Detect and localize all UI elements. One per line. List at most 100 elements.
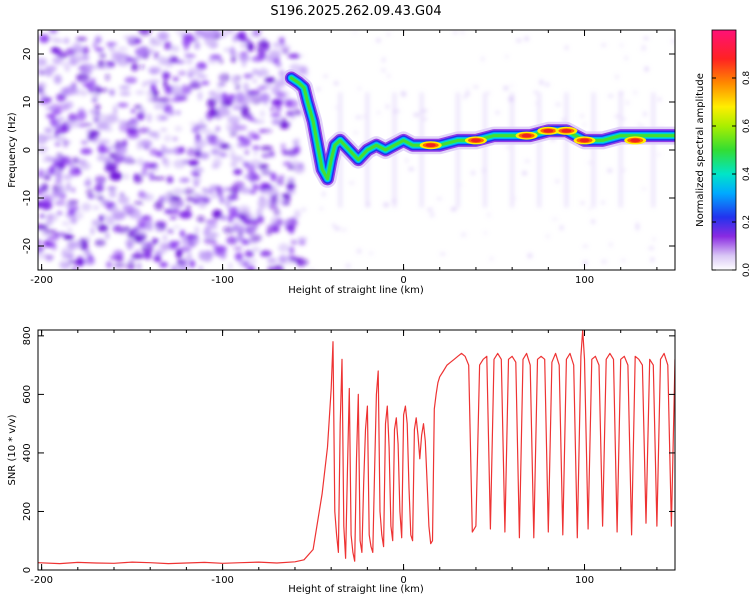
noise-blob: [601, 43, 606, 47]
snr-axes: -200 -100 0 100 0 200 400 600 800: [22, 326, 675, 586]
noise-blob: [91, 134, 100, 140]
colorbar-tick-label: 0.6: [742, 119, 750, 134]
noise-blob: [119, 192, 125, 197]
noise-blob: [179, 178, 186, 182]
noise-blob: [486, 91, 491, 95]
noise-blob: [91, 219, 101, 227]
noise-blob: [138, 30, 152, 36]
noise-blob: [259, 93, 270, 103]
noise-blob: [643, 37, 649, 40]
noise-blob: [110, 51, 119, 61]
noise-blob: [38, 82, 47, 89]
noise-blob: [229, 131, 237, 137]
noise-blob: [270, 112, 281, 118]
noise-blob: [239, 187, 252, 194]
noise-blob: [251, 258, 256, 264]
noise-blob: [52, 109, 62, 116]
noise-blob: [671, 39, 675, 44]
noise-blob: [80, 140, 89, 145]
noise-blob: [159, 96, 170, 103]
noise-blob: [284, 151, 297, 155]
noise-blob: [182, 188, 195, 195]
noise-blob: [408, 167, 415, 171]
noise-blob: [38, 256, 42, 260]
noise-blob: [232, 224, 240, 232]
noise-blob: [195, 149, 202, 159]
noise-blob: [172, 225, 181, 229]
noise-blob: [172, 188, 184, 195]
noise-blob: [133, 201, 144, 205]
noise-blob: [54, 128, 59, 139]
noise-blob: [256, 86, 267, 91]
noise-blob: [247, 42, 255, 52]
noise-blob: [403, 92, 406, 98]
noise-blob: [192, 178, 202, 182]
noise-blob: [483, 231, 487, 234]
noise-blob: [160, 128, 168, 132]
noise-blob: [67, 246, 73, 257]
noise-blob: [52, 242, 57, 251]
noise-blob: [495, 111, 500, 114]
noise-blob: [237, 205, 251, 215]
noise-blob: [54, 200, 66, 206]
noise-blob: [87, 254, 93, 261]
colorbar-tick-label: 0.0: [742, 263, 750, 278]
x-tick-label: 0: [400, 575, 406, 586]
noise-blob: [251, 118, 258, 123]
noise-blob: [41, 97, 53, 102]
noise-blob: [133, 233, 144, 243]
x-tick-label: 100: [575, 575, 594, 586]
colorbar-tick-label: 0.4: [742, 167, 750, 182]
noise-blob: [205, 111, 214, 122]
noise-blob: [53, 48, 63, 56]
y-tick-label: -20: [22, 238, 33, 254]
noise-blob: [104, 128, 114, 132]
noise-blob: [153, 103, 164, 110]
noise-blob: [248, 219, 258, 224]
noise-blob: [334, 226, 341, 231]
noise-blob: [516, 38, 522, 43]
noise-blob: [158, 241, 171, 252]
noise-blob: [39, 148, 46, 155]
noise-blob: [292, 148, 299, 153]
noise-blob: [137, 262, 142, 270]
noise-blob: [39, 214, 46, 219]
noise-blob: [56, 171, 62, 181]
noise-blob: [471, 171, 475, 175]
noise-blob: [65, 47, 77, 57]
noise-blob: [273, 208, 281, 216]
noise-blob: [143, 146, 150, 150]
noise-blob: [46, 257, 52, 262]
colorbar-tick-label: 0.2: [742, 215, 750, 229]
noise-blob: [256, 46, 265, 52]
noise-blob: [626, 100, 629, 105]
noise-blob: [224, 30, 235, 34]
noise-blob: [465, 91, 470, 97]
noise-blob: [276, 178, 285, 186]
noise-blob: [159, 115, 169, 121]
noise-blob: [551, 218, 558, 221]
noise-blob: [81, 46, 90, 55]
noise-blob: [212, 157, 222, 167]
noise-blob: [205, 224, 218, 229]
noise-blob: [322, 191, 326, 197]
noise-blob: [278, 255, 287, 264]
hot-spot: [470, 138, 481, 143]
noise-blob: [356, 248, 362, 254]
noise-blob: [258, 196, 266, 201]
noise-blob: [295, 258, 309, 267]
noise-blob: [141, 82, 147, 88]
noise-blob: [267, 257, 277, 264]
noise-blob: [642, 187, 646, 190]
noise-blob: [211, 194, 217, 198]
noise-blob: [440, 252, 446, 256]
noise-blob: [264, 54, 274, 63]
noise-blob: [41, 253, 50, 259]
noise-blob: [179, 246, 192, 253]
noise-blob: [186, 147, 198, 157]
noise-blob: [46, 71, 52, 78]
noise-blob: [44, 189, 50, 194]
noise-blob: [162, 234, 167, 242]
noise-blob: [206, 140, 218, 145]
noise-blob: [42, 135, 55, 140]
